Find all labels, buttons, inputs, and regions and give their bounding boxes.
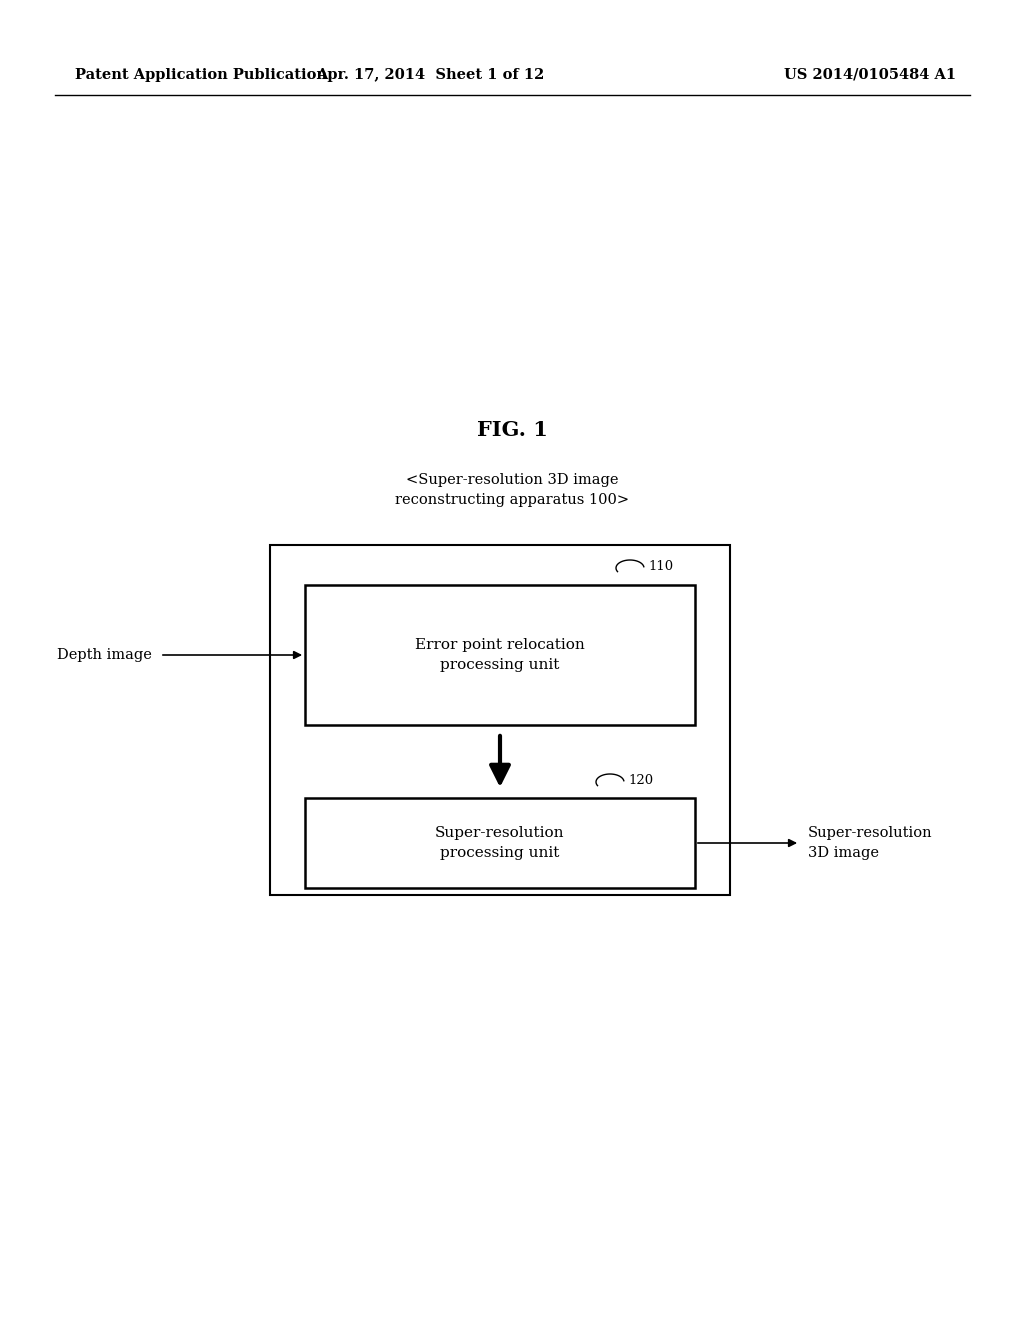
Text: Error point relocation
processing unit: Error point relocation processing unit — [415, 638, 585, 672]
Text: FIG. 1: FIG. 1 — [476, 420, 548, 440]
Text: Apr. 17, 2014  Sheet 1 of 12: Apr. 17, 2014 Sheet 1 of 12 — [315, 69, 544, 82]
Bar — [305, 585, 695, 725]
Text: 110: 110 — [648, 560, 673, 573]
Text: Super-resolution
3D image: Super-resolution 3D image — [808, 826, 933, 861]
Bar — [270, 545, 730, 895]
Text: Super-resolution
processing unit: Super-resolution processing unit — [435, 826, 565, 861]
Text: Patent Application Publication: Patent Application Publication — [75, 69, 327, 82]
Text: US 2014/0105484 A1: US 2014/0105484 A1 — [784, 69, 956, 82]
Text: 120: 120 — [628, 774, 653, 787]
Text: <Super-resolution 3D image
reconstructing apparatus 100>: <Super-resolution 3D image reconstructin… — [395, 473, 629, 507]
Bar — [305, 799, 695, 888]
Text: Depth image: Depth image — [57, 648, 152, 663]
